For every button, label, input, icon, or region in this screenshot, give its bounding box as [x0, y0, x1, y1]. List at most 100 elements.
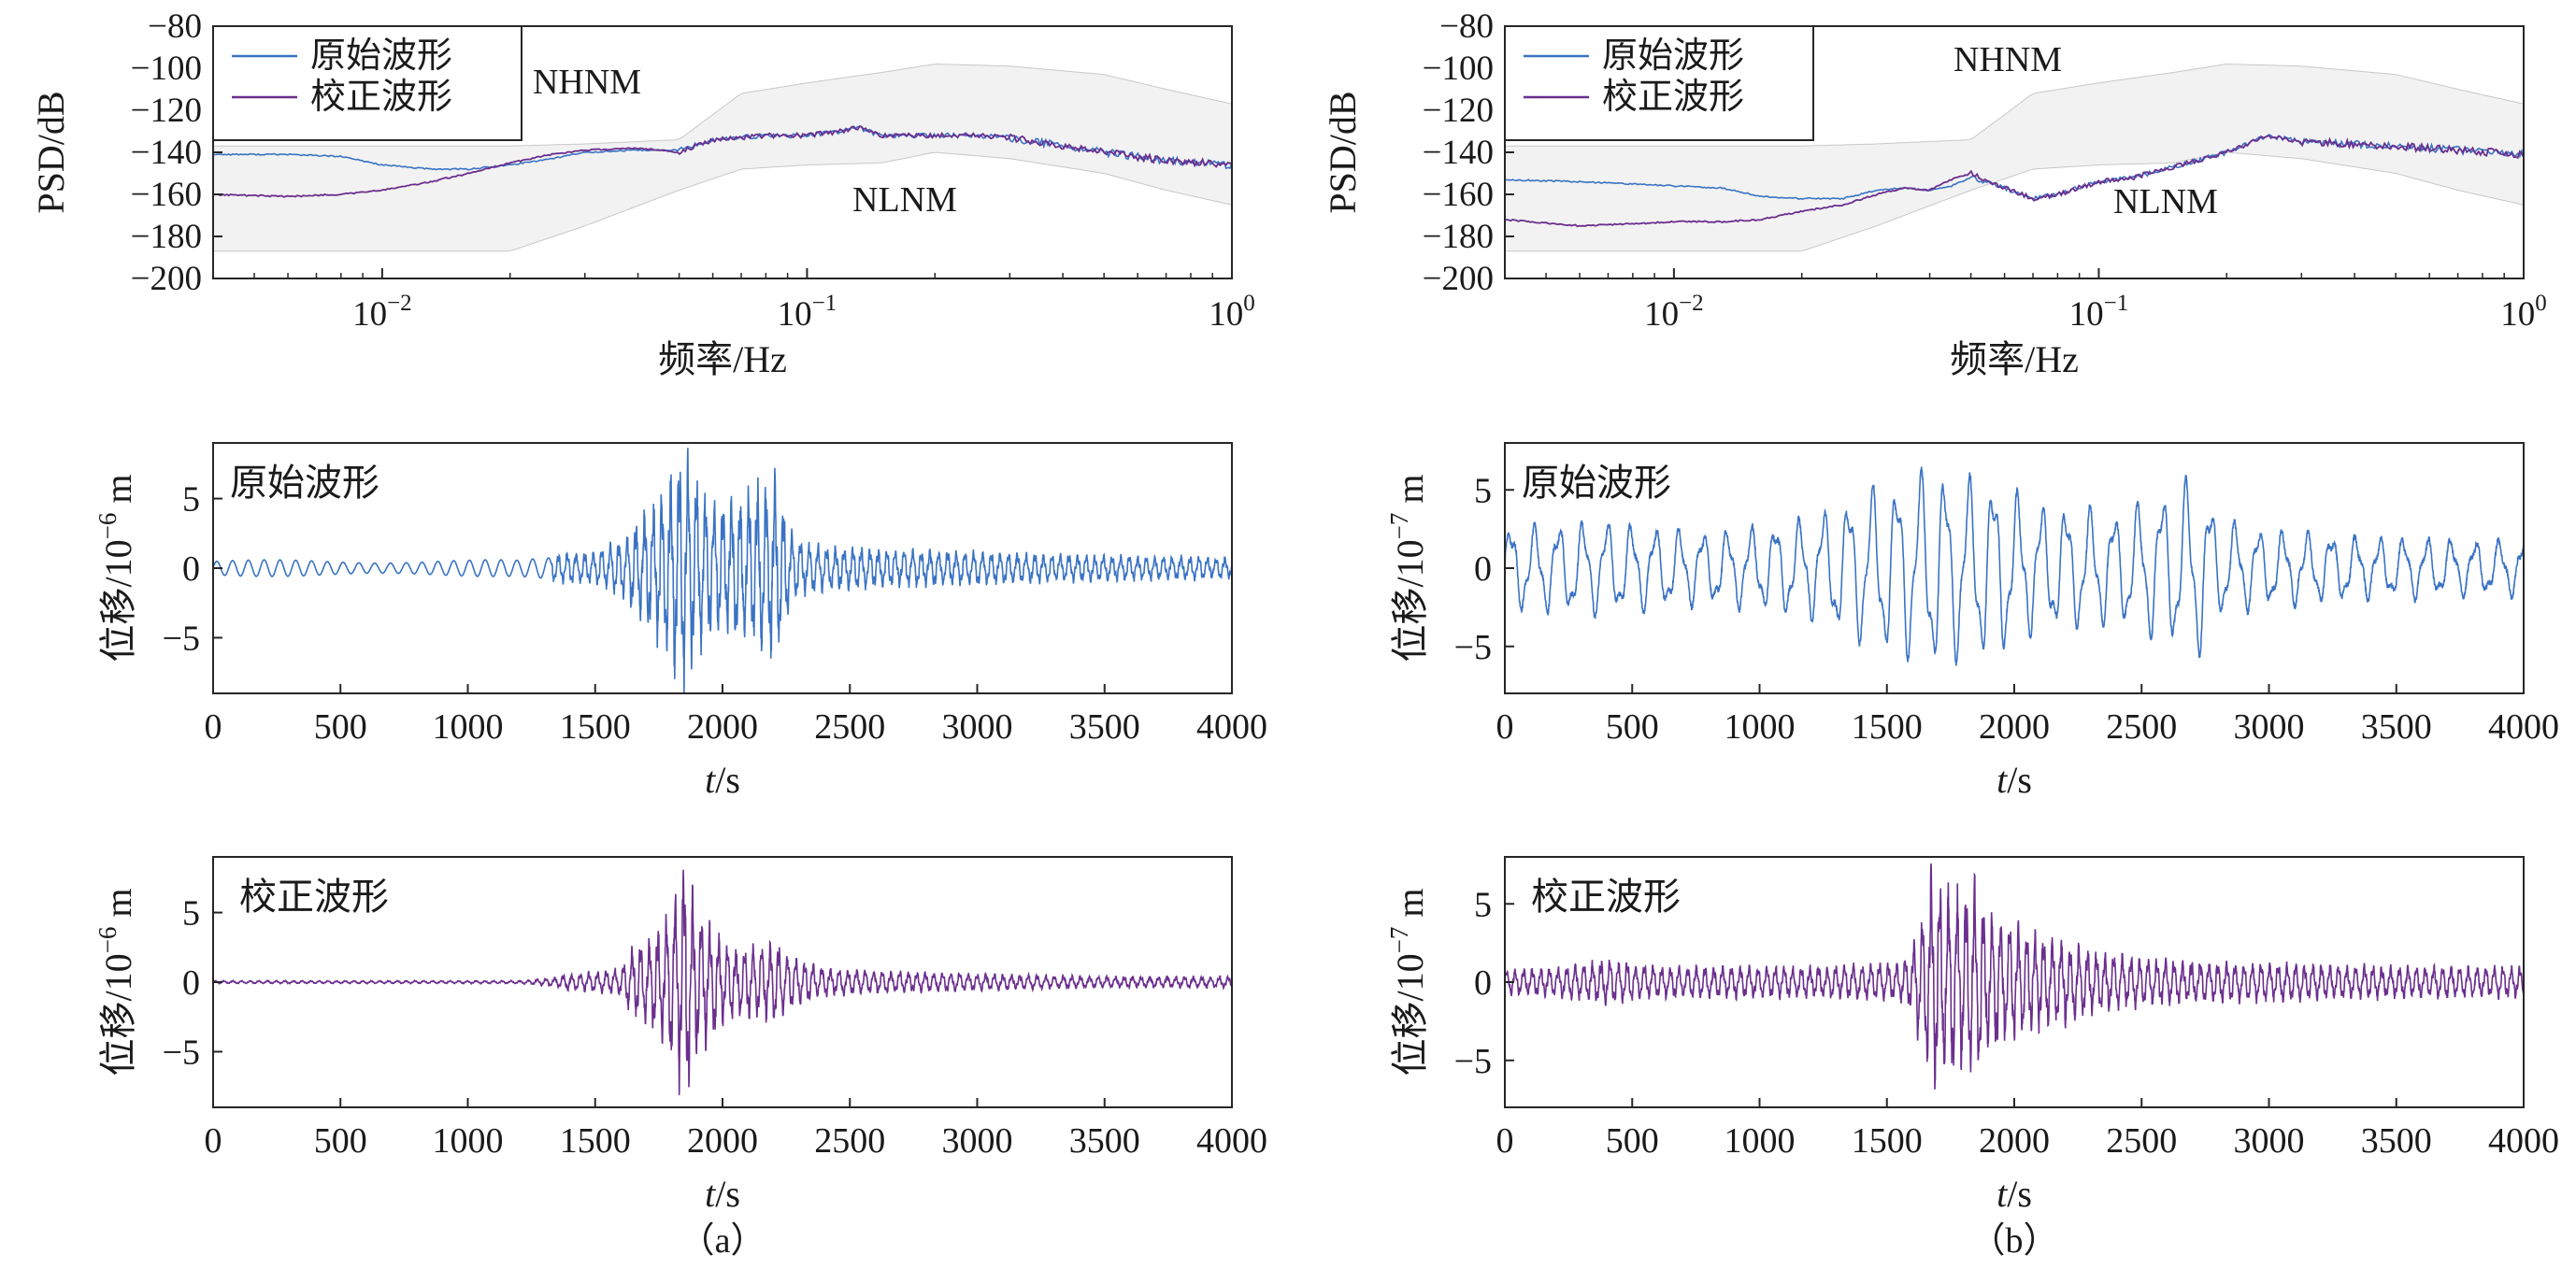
- y-tick-label: −160: [1423, 176, 1494, 214]
- x-tick-label: 4000: [1196, 707, 1267, 747]
- y-tick-label: −200: [1423, 260, 1494, 298]
- y-tick-label: 5: [182, 480, 200, 520]
- x-tick-label: 2000: [687, 707, 758, 747]
- x-axis-label: t/s: [1996, 1173, 2032, 1215]
- x-tick-label: 4000: [2488, 707, 2559, 747]
- legend-label: 原始波形: [1602, 36, 1744, 76]
- y-axis-label: 位移/10−7 m: [1385, 475, 1431, 663]
- chart-a-wave-2: 5 0 −5 0 500 1000 1500 2000 2500 3000 3500 4000 t/s 位…: [93, 856, 1267, 1261]
- x-tick-label: 2500: [814, 707, 885, 747]
- annotation-nhnm: NHNM: [1953, 40, 2062, 79]
- psd-line-original: [1505, 134, 2524, 201]
- x-tick-label: 1500: [560, 707, 631, 747]
- x-axis-label: t/s: [1996, 759, 2032, 801]
- x-tick-label: 2500: [814, 1121, 885, 1161]
- y-tick-label: −180: [131, 218, 202, 256]
- x-tick-label: 4000: [1196, 1121, 1267, 1161]
- noise-model-band: [213, 63, 1232, 252]
- x-tick-label: 500: [1606, 1121, 1659, 1161]
- y-tick-label: −5: [1454, 1042, 1492, 1081]
- legend-box: [212, 25, 522, 141]
- x-tick-label: 3500: [1069, 1121, 1140, 1161]
- psd-line-corrected: [213, 125, 1232, 198]
- y-tick-label: −120: [1423, 92, 1494, 130]
- x-tick-label: 1500: [1852, 1121, 1923, 1161]
- y-tick-label: −160: [131, 176, 202, 214]
- y-tick-label: −80: [1439, 7, 1494, 46]
- x-tick-label: 2000: [687, 1121, 758, 1161]
- y-tick-label: 0: [182, 963, 200, 1003]
- y-tick-label: −5: [1454, 628, 1492, 667]
- x-tick-label: 10−1: [2069, 291, 2129, 334]
- legend-box: [1504, 25, 1814, 141]
- x-tick-label: 4000: [2488, 1121, 2559, 1161]
- waveform-original: [213, 448, 1232, 693]
- y-tick-label: −200: [131, 260, 202, 298]
- x-axis-label: 频率/Hz: [658, 338, 787, 380]
- waveform-corrected: [1505, 863, 2524, 1090]
- panel-label: 原始波形: [1522, 462, 1671, 504]
- subfigure-caption: （a）: [680, 1221, 766, 1261]
- legend-label: 原始波形: [310, 36, 452, 76]
- x-tick-label: 0: [205, 1121, 222, 1161]
- x-tick-label: 3500: [1069, 707, 1140, 747]
- y-tick-label: 5: [1474, 471, 1492, 510]
- psd-line-corrected: [1505, 134, 2524, 228]
- x-tick-label: 3000: [942, 1121, 1013, 1161]
- y-tick-label: −100: [1423, 50, 1494, 88]
- x-tick-label: 3000: [2234, 1121, 2305, 1161]
- annotation-nlnm: NLNM: [852, 180, 957, 220]
- noise-model-band: [1505, 63, 2524, 252]
- x-tick-label: 500: [314, 1121, 367, 1161]
- x-tick-label: 2500: [2106, 1121, 2177, 1161]
- chart-b-wave-4: 5 0 −5 0 500 1000 1500 2000 2500 3000 3500 4000 t/s 位…: [1385, 442, 2559, 801]
- y-axis-label: 位移/10−6 m: [93, 889, 139, 1077]
- x-tick-label: 10−2: [352, 291, 412, 334]
- y-tick-label: −180: [1423, 218, 1494, 256]
- panel-label: 校正波形: [239, 876, 389, 918]
- x-tick-label: 2000: [1979, 1121, 2050, 1161]
- x-tick-label: 10−1: [778, 291, 837, 334]
- waveform-corrected: [213, 869, 1232, 1096]
- chart-a-wave-1: 5 0 −5 0 500 1000 1500 2000 2500 3000 3500 4000 t/s 位…: [93, 442, 1267, 801]
- x-tick-label: 100: [2500, 291, 2547, 334]
- y-axis-label: 位移/10−6 m: [93, 475, 139, 663]
- y-tick-label: −80: [148, 7, 202, 46]
- psd-line-original: [213, 125, 1232, 171]
- y-axis-label: PSD/dB: [1322, 91, 1364, 213]
- y-axis-label: PSD/dB: [30, 91, 72, 213]
- y-tick-label: −140: [131, 134, 202, 172]
- y-tick-label: −140: [1423, 134, 1494, 172]
- x-tick-label: 0: [205, 707, 222, 747]
- x-tick-label: 2000: [1979, 707, 2050, 747]
- x-tick-label: 1000: [1724, 1121, 1796, 1161]
- chart-a-psd-0: −80 −100 −120 −140 −160 −180 −200 10−2 10−1 100 频率…: [30, 7, 1255, 380]
- y-tick-label: 5: [182, 894, 200, 934]
- x-tick-label: 1000: [433, 1121, 504, 1161]
- x-tick-label: 3500: [2361, 707, 2432, 747]
- legend-label: 校正波形: [1602, 78, 1744, 117]
- panel-label: 校正波形: [1531, 876, 1681, 918]
- y-tick-label: −5: [163, 1033, 200, 1072]
- x-tick-label: 100: [1209, 291, 1255, 334]
- x-tick-label: 500: [314, 707, 367, 747]
- chart-b-psd-3: −80 −100 −120 −140 −160 −180 −200 10−2 10−1 100 频率…: [1322, 7, 2547, 380]
- y-tick-label: 5: [1474, 885, 1492, 924]
- panel-label: 原始波形: [230, 462, 379, 504]
- y-tick-label: 0: [182, 549, 200, 589]
- y-tick-label: −100: [131, 50, 202, 88]
- chart-b-wave-5: 5 0 −5 0 500 1000 1500 2000 2500 3000 3500 4000 t/s 位…: [1385, 856, 2559, 1261]
- x-tick-label: 1000: [433, 707, 504, 747]
- x-tick-label: 1500: [1852, 707, 1923, 747]
- x-tick-label: 500: [1606, 707, 1659, 747]
- y-tick-label: 0: [1474, 963, 1492, 1003]
- x-axis-label: t/s: [705, 759, 740, 801]
- x-tick-label: 10−2: [1644, 291, 1704, 334]
- x-axis-label: 频率/Hz: [1950, 338, 2079, 380]
- x-tick-label: 3000: [942, 707, 1013, 747]
- x-tick-label: 0: [1496, 1121, 1514, 1161]
- x-tick-label: 1000: [1724, 707, 1796, 747]
- x-tick-label: 3500: [2361, 1121, 2432, 1161]
- y-tick-label: −120: [131, 92, 202, 130]
